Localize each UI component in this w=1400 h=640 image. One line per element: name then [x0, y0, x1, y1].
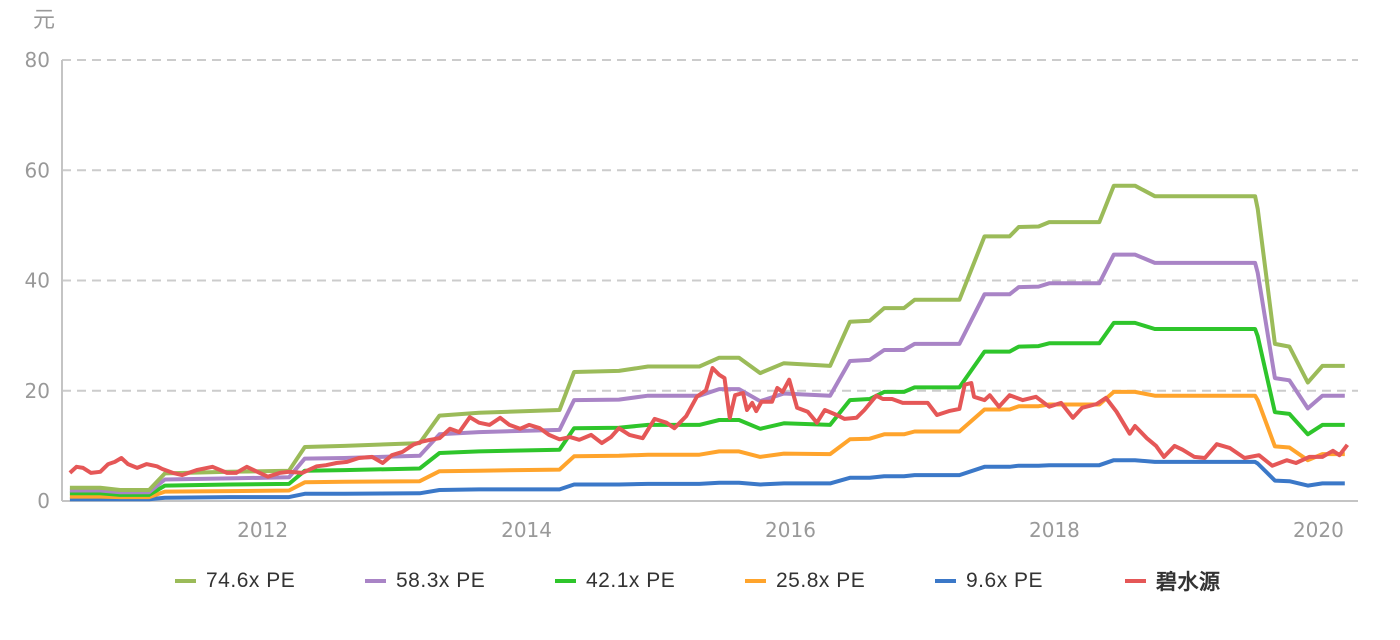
legend-label: 9.6x PE	[966, 569, 1044, 592]
legend-item[interactable]: 74.6x PE	[175, 566, 295, 596]
legend-item[interactable]: 58.3x PE	[365, 566, 485, 596]
x-tick-label: 2016	[765, 518, 816, 542]
y-axis-ticks: 0 20 40 60 80	[25, 48, 50, 513]
legend-item[interactable]: 9.6x PE	[935, 566, 1043, 596]
legend-swatch	[1125, 579, 1146, 583]
legend-label: 74.6x PE	[206, 569, 296, 592]
y-tick-label: 80	[25, 48, 50, 72]
series-line-1	[69, 252, 1345, 495]
x-tick-label: 2020	[1293, 518, 1344, 542]
y-axis-unit-label: 元	[33, 8, 55, 33]
series-lines	[68, 183, 1349, 502]
series-line-5	[68, 366, 1349, 479]
series-line-2	[69, 320, 1345, 497]
legend-label: 58.3x PE	[396, 569, 486, 592]
legend-item[interactable]: 42.1x PE	[555, 566, 675, 596]
legend-label: 42.1x PE	[586, 569, 676, 592]
x-tick-label: 2014	[501, 518, 552, 542]
x-tick-label: 2018	[1029, 518, 1080, 542]
legend-swatch	[745, 579, 766, 583]
legend-label: 25.8x PE	[776, 569, 866, 592]
series-line-3	[69, 389, 1345, 500]
y-tick-label: 60	[25, 158, 50, 182]
series-line-0	[69, 183, 1345, 492]
legend-swatch	[365, 579, 386, 583]
y-tick-label: 40	[25, 269, 50, 293]
series-line-4	[69, 458, 1345, 502]
y-tick-label: 0	[37, 489, 50, 513]
x-axis-ticks: 2012 2014 2016 2018 2020	[237, 518, 1344, 542]
legend-swatch	[175, 579, 196, 583]
legend: 74.6x PE 58.3x PE 42.1x PE 25.8x PE 9.6x PE 碧…	[0, 566, 1400, 596]
gridlines	[62, 59, 1358, 392]
y-tick-label: 20	[25, 379, 50, 403]
legend-item[interactable]: 25.8x PE	[745, 566, 865, 596]
legend-label: 碧水源	[1156, 571, 1221, 594]
legend-item[interactable]: 碧水源	[1125, 566, 1221, 596]
legend-swatch	[555, 579, 576, 583]
x-tick-label: 2012	[237, 518, 288, 542]
legend-swatch	[935, 579, 956, 583]
